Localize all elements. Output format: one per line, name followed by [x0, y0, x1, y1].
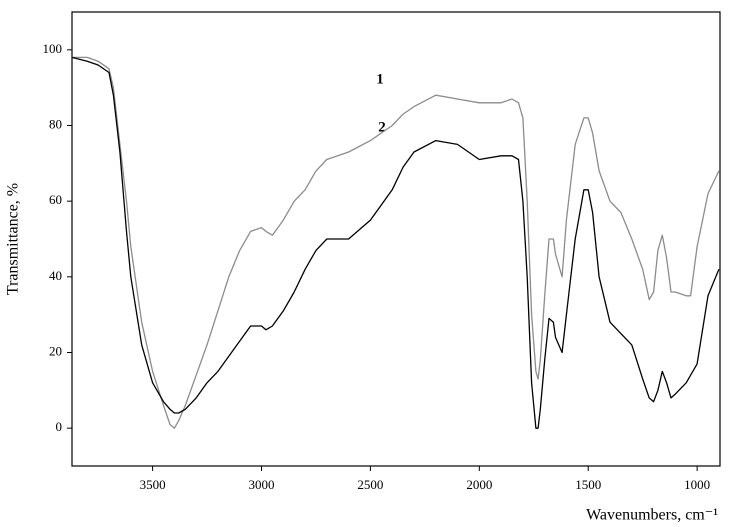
y-tick-label: 60: [49, 192, 62, 207]
x-tick-label: 2500: [357, 477, 383, 492]
curve-label: 2: [378, 119, 386, 135]
x-tick-label: 3000: [248, 477, 274, 492]
y-axis-label: Transmittance, %: [5, 183, 22, 295]
x-tick-label: 3500: [140, 477, 166, 492]
plot-frame: [71, 11, 721, 467]
x-tick-label: 1500: [575, 477, 601, 492]
x-tick-label: 2000: [466, 477, 492, 492]
y-tick-label: 100: [43, 41, 63, 56]
y-tick-label: 0: [56, 419, 63, 434]
spectrum-line: [72, 56, 720, 429]
x-tick-label: 1000: [684, 477, 710, 492]
spectrum-line: [71, 56, 720, 429]
y-tick-label: 20: [49, 343, 62, 358]
y-tick-label: 40: [49, 268, 62, 283]
x-axis-label: Wavenumbers, cm⁻¹: [586, 507, 718, 524]
curve-label: 1: [376, 71, 384, 87]
y-tick-label: 80: [49, 116, 62, 131]
